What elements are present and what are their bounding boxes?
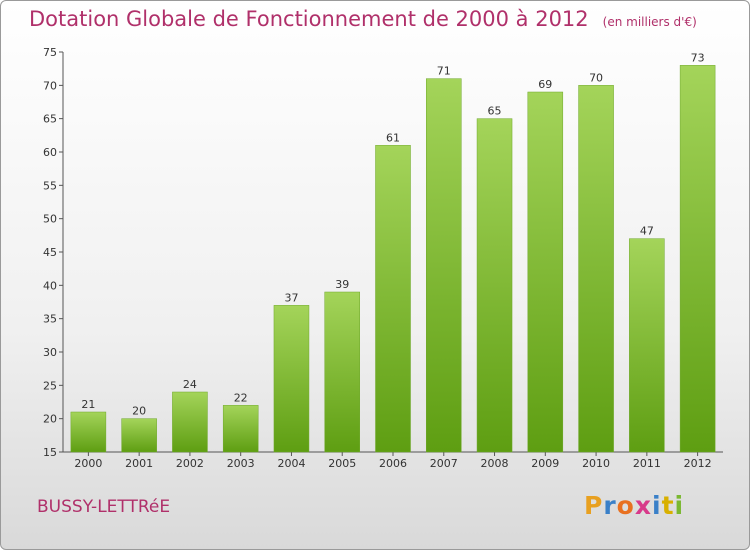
bar-value-label: 22 [234, 391, 248, 404]
bar [273, 305, 310, 453]
y-tick-label: 35 [43, 313, 57, 326]
bar [476, 118, 513, 453]
y-tick-label: 55 [43, 179, 57, 192]
bar-value-label: 70 [589, 71, 603, 84]
y-tick-label: 65 [43, 113, 57, 126]
x-tick-label: 2006 [379, 457, 407, 470]
y-tick-label: 75 [43, 46, 57, 59]
x-tick-label: 2007 [430, 457, 458, 470]
bar [324, 291, 360, 453]
x-tick-label: 2011 [633, 457, 661, 470]
bar [629, 238, 665, 453]
y-tick-label: 45 [43, 246, 57, 259]
bar-value-label: 21 [81, 398, 95, 411]
x-tick-label: 2012 [684, 457, 712, 470]
y-tick-label: 25 [43, 379, 57, 392]
axes: 15 20 25 30 35 40 45 50 55 60 65 70 75 2000 2001 2002 20… [43, 46, 723, 470]
x-tick-label: 2004 [277, 457, 305, 470]
x-tick-label: 2009 [531, 457, 559, 470]
y-tick-label: 70 [43, 79, 57, 92]
logo-letter: r [603, 491, 617, 520]
bar [527, 91, 564, 453]
bar-value-label: 61 [386, 131, 400, 144]
bar [222, 405, 259, 453]
bar-value-label: 71 [437, 65, 451, 78]
proxiti-logo: Proxiti [584, 491, 684, 520]
y-tick-label: 15 [43, 446, 57, 459]
x-tick-label: 2008 [481, 457, 509, 470]
bar [375, 145, 411, 453]
logo-letter: t [661, 491, 675, 520]
bar-value-label: 65 [488, 105, 502, 118]
chart-title: Dotation Globale de Fonctionnement de 20… [29, 7, 697, 31]
logo-letter: i [652, 491, 662, 520]
bar-value-label: 69 [538, 78, 552, 91]
y-tick-label: 30 [43, 346, 57, 359]
bar-value-label: 47 [640, 225, 654, 238]
x-tick-label: 2000 [74, 457, 102, 470]
bar [679, 65, 716, 453]
bar [70, 411, 107, 453]
logo-letter: P [584, 491, 604, 520]
y-tick-label: 20 [43, 413, 57, 426]
x-tick-label: 2002 [176, 457, 204, 470]
logo-letter: i [674, 491, 685, 520]
bar-value-label: 37 [284, 291, 298, 304]
bar-value-label: 73 [691, 51, 705, 64]
bar-value-label: 39 [335, 278, 349, 291]
bars: 21 20 24 22 37 39 61 71 65 69 70 47 73 [70, 51, 716, 453]
bar [121, 418, 157, 453]
x-tick-label: 2010 [582, 457, 610, 470]
x-tick-label: 2005 [328, 457, 356, 470]
chart-unit-note: (en milliers d'€) [602, 15, 697, 29]
logo-letter: x [634, 491, 652, 520]
y-tick-label: 50 [43, 213, 57, 226]
y-tick-label: 40 [43, 279, 57, 292]
bar-value-label: 24 [183, 378, 197, 391]
logo-letter: o [616, 491, 635, 520]
bar [172, 391, 208, 453]
bar [426, 78, 462, 453]
bar-value-label: 20 [132, 405, 146, 418]
town-name: BUSSY-LETTRéE [37, 497, 171, 517]
chart-title-text: Dotation Globale de Fonctionnement de 20… [29, 7, 589, 31]
y-tick-label: 60 [43, 146, 57, 159]
x-tick-label: 2001 [125, 457, 153, 470]
bar [578, 85, 614, 453]
x-tick-label: 2003 [227, 457, 255, 470]
